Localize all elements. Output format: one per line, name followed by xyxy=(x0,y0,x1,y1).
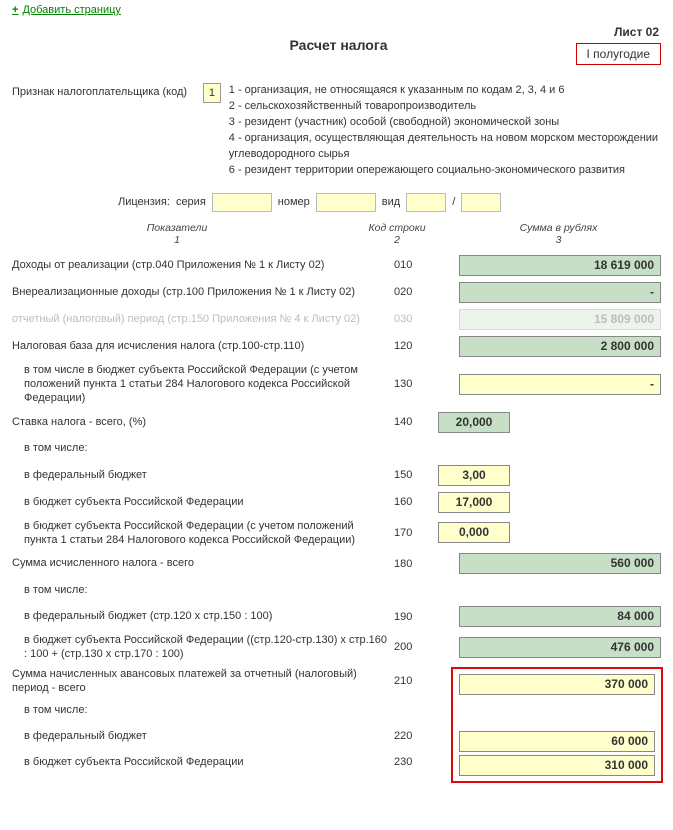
row-180: Сумма исчисленного налога - всего 180 56… xyxy=(12,550,665,577)
taxpayer-legend: 1 - организация, не относящаяся к указан… xyxy=(229,83,665,179)
license-vid2-input[interactable] xyxy=(461,193,501,212)
row-vtom2: в том числе: xyxy=(12,577,665,603)
add-page-label: Добавить страницу xyxy=(22,4,120,16)
row-200: в бюджет субъекта Российской Федерации (… xyxy=(12,630,665,665)
field-030f: 15 809 000 xyxy=(459,309,661,330)
row-vtom1: в том числе: xyxy=(12,436,665,462)
row-030-faded: отчетный (налоговый) период (стр.150 При… xyxy=(12,306,665,333)
license-vid-input[interactable] xyxy=(406,193,446,212)
field-190[interactable]: 84 000 xyxy=(459,606,661,627)
row-220: в федеральный бюджет 220 xyxy=(12,723,438,749)
row-210: Сумма начисленных авансовых платежей за … xyxy=(12,665,438,698)
column-headers: Показатели1 Код строки2 Сумма в рублях3 xyxy=(12,222,665,246)
add-page-link[interactable]: + Добавить страницу xyxy=(12,4,121,17)
field-210[interactable]: 370 000 xyxy=(459,674,655,695)
license-row: Лицензия: серия номер вид / xyxy=(118,193,665,212)
field-170[interactable]: 0,000 xyxy=(438,522,510,543)
field-020[interactable]: - xyxy=(459,282,661,303)
row-010: Доходы от реализации (стр.040 Приложения… xyxy=(12,252,665,279)
license-series-input[interactable] xyxy=(212,193,272,212)
field-130[interactable]: - xyxy=(459,374,661,395)
row-190: в федеральный бюджет (стр.120 х стр.150 … xyxy=(12,603,665,630)
field-230[interactable]: 310 000 xyxy=(459,755,655,776)
period-box: I полугодие xyxy=(576,43,661,65)
row-160: в бюджет субъекта Российской Федерации 1… xyxy=(12,489,665,516)
license-label: Лицензия: xyxy=(118,196,170,208)
taxpayer-sign-code[interactable]: 1 xyxy=(203,83,221,103)
row-vtom3: в том числе: xyxy=(12,697,438,723)
page-title: Расчет налога xyxy=(12,25,665,53)
row-230: в бюджет субъекта Российской Федерации 2… xyxy=(12,749,438,775)
field-140[interactable]: 20,000 xyxy=(438,412,510,433)
license-number-label: номер xyxy=(278,196,310,208)
row-120: Налоговая база для исчисления налога (ст… xyxy=(12,333,665,360)
row-130: в том числе в бюджет субъекта Российской… xyxy=(12,360,665,409)
license-slash: / xyxy=(452,196,455,208)
row-150: в федеральный бюджет 150 3,00 xyxy=(12,462,665,489)
license-series-label: серия xyxy=(176,196,206,208)
field-150[interactable]: 3,00 xyxy=(438,465,510,486)
row-140: Ставка налога - всего, (%) 140 20,000 xyxy=(12,409,665,436)
field-160[interactable]: 17,000 xyxy=(438,492,510,513)
field-120[interactable]: 2 800 000 xyxy=(459,336,661,357)
red-highlight-group: 370 000 60 000 310 000 xyxy=(451,667,663,783)
taxpayer-sign-label: Признак налогоплательщика (код) xyxy=(12,83,195,98)
field-010[interactable]: 18 619 000 xyxy=(459,255,661,276)
field-200[interactable]: 476 000 xyxy=(459,637,661,658)
row-020: Внереализационные доходы (стр.100 Прилож… xyxy=(12,279,665,306)
sheet-label: Лист 02 xyxy=(614,25,659,39)
license-number-input[interactable] xyxy=(316,193,376,212)
plus-icon: + xyxy=(12,4,18,16)
field-180[interactable]: 560 000 xyxy=(459,553,661,574)
row-170: в бюджет субъекта Российской Федерации (… xyxy=(12,516,665,551)
license-vid-label: вид xyxy=(382,196,400,208)
field-220[interactable]: 60 000 xyxy=(459,731,655,752)
